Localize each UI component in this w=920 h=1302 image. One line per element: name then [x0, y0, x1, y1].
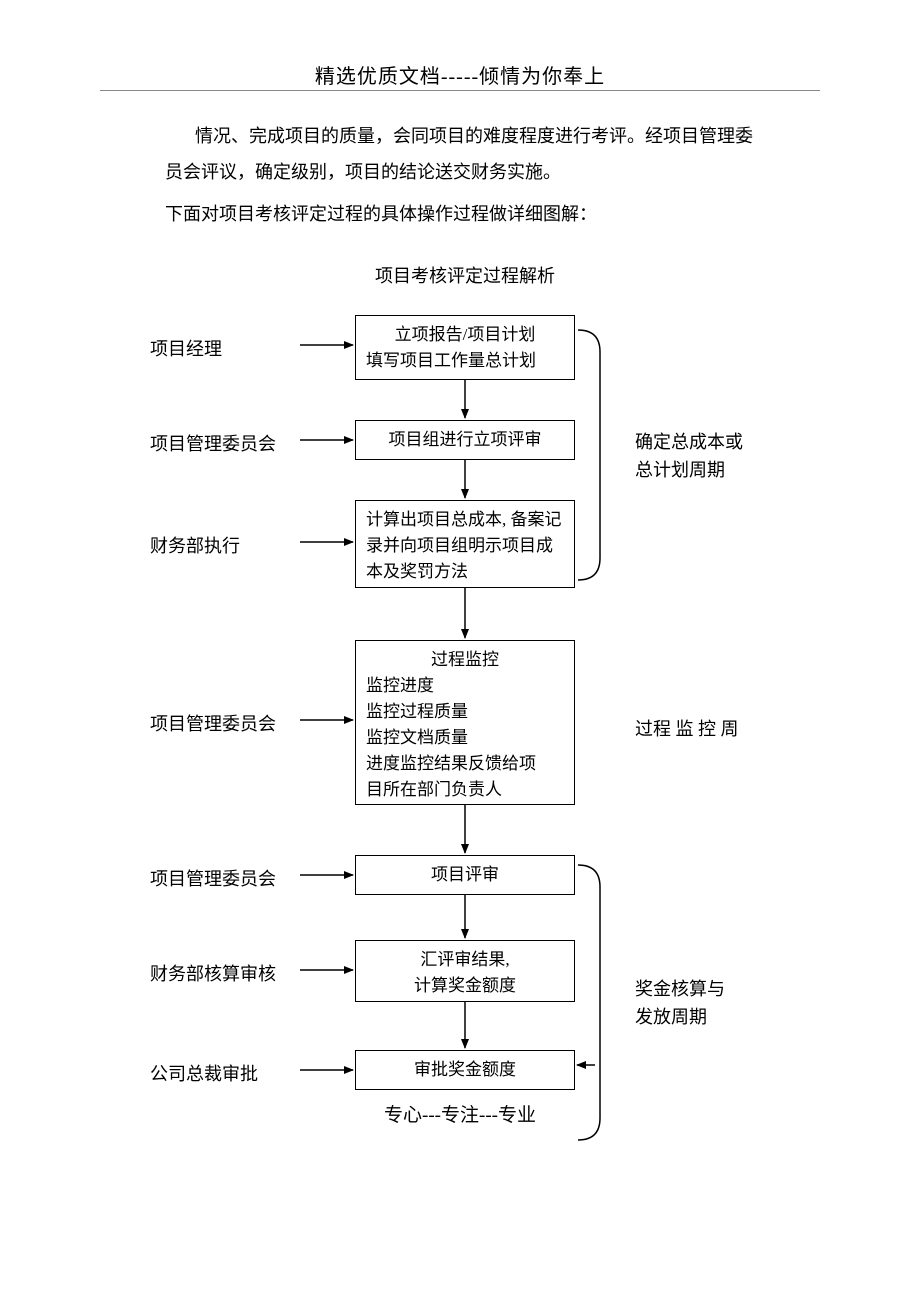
- bracket-bottom: [578, 865, 600, 1140]
- node-line: 审批奖金额度: [366, 1057, 564, 1083]
- node-line: 目所在部门负责人: [366, 777, 564, 803]
- flow-node-3: 计算出项目总成本, 备案记 录并向项目组明示项目成 本及奖罚方法: [355, 500, 575, 588]
- flow-node-5: 项目评审: [355, 855, 575, 895]
- flow-node-2: 项目组进行立项评审: [355, 420, 575, 460]
- side-label: 过程 监 控 周: [635, 715, 739, 743]
- node-line: 监控文档质量: [366, 725, 564, 751]
- node-line: 监控过程质量: [366, 699, 564, 725]
- flow-node-6: 汇评审结果, 计算奖金额度: [355, 940, 575, 1002]
- node-line: 项目组进行立项评审: [366, 427, 564, 453]
- role-label: 财务部核算审核: [150, 960, 276, 986]
- side-label: 奖金核算与 发放周期: [635, 975, 725, 1031]
- flowchart-title: 项目考核评定过程解析: [335, 262, 595, 288]
- flow-node-7: 审批奖金额度: [355, 1050, 575, 1090]
- node-line: 进度监控结果反馈给项: [366, 751, 564, 777]
- node-line: 计算奖金额度: [366, 973, 564, 999]
- page-root: 精选优质文档-----倾情为你奉上 情况、完成项目的质量，会同项目的难度程度进行…: [0, 0, 920, 1302]
- doc-header-title: 精选优质文档-----倾情为你奉上: [0, 60, 920, 89]
- node-title: 过程监控: [366, 647, 564, 673]
- header-rule: [100, 90, 820, 91]
- side-label-line: 奖金核算与: [635, 979, 725, 999]
- role-label: 项目管理委员会: [150, 710, 276, 736]
- flow-node-4: 过程监控 监控进度 监控过程质量 监控文档质量 进度监控结果反馈给项 目所在部门…: [355, 640, 575, 805]
- paragraph-2: 下面对项目考核评定过程的具体操作过程做详细图解：: [165, 196, 825, 232]
- page-footer: 专心---专注---专业: [0, 1100, 920, 1127]
- role-label: 公司总裁审批: [150, 1060, 258, 1086]
- node-line: 本及奖罚方法: [366, 559, 564, 585]
- bracket-top: [578, 330, 600, 580]
- role-label: 财务部执行: [150, 532, 240, 558]
- node-line: 立项报告/项目计划: [366, 322, 564, 348]
- node-line: 项目评审: [366, 862, 564, 888]
- side-label: 确定总成本或 总计划周期: [635, 428, 743, 484]
- role-label: 项目管理委员会: [150, 430, 276, 456]
- paragraph-1-line-2: 员会评议，确定级别，项目的结论送交财务实施。: [165, 154, 825, 190]
- node-line: 计算出项目总成本, 备案记: [366, 507, 564, 533]
- paragraph-1-line-1: 情况、完成项目的质量，会同项目的难度程度进行考评。经项目管理委: [195, 118, 825, 154]
- side-label-line: 总计划周期: [635, 460, 725, 480]
- flow-node-1: 立项报告/项目计划 填写项目工作量总计划: [355, 315, 575, 380]
- node-line: 录并向项目组明示项目成: [366, 533, 564, 559]
- role-label: 项目管理委员会: [150, 865, 276, 891]
- node-line: 监控进度: [366, 673, 564, 699]
- side-label-line: 发放周期: [635, 1007, 707, 1027]
- side-label-line: 过程 监 控 周: [635, 719, 739, 739]
- side-label-line: 确定总成本或: [635, 432, 743, 452]
- role-label: 项目经理: [150, 335, 222, 361]
- node-line: 汇评审结果,: [366, 947, 564, 973]
- node-line: 填写项目工作量总计划: [366, 348, 564, 374]
